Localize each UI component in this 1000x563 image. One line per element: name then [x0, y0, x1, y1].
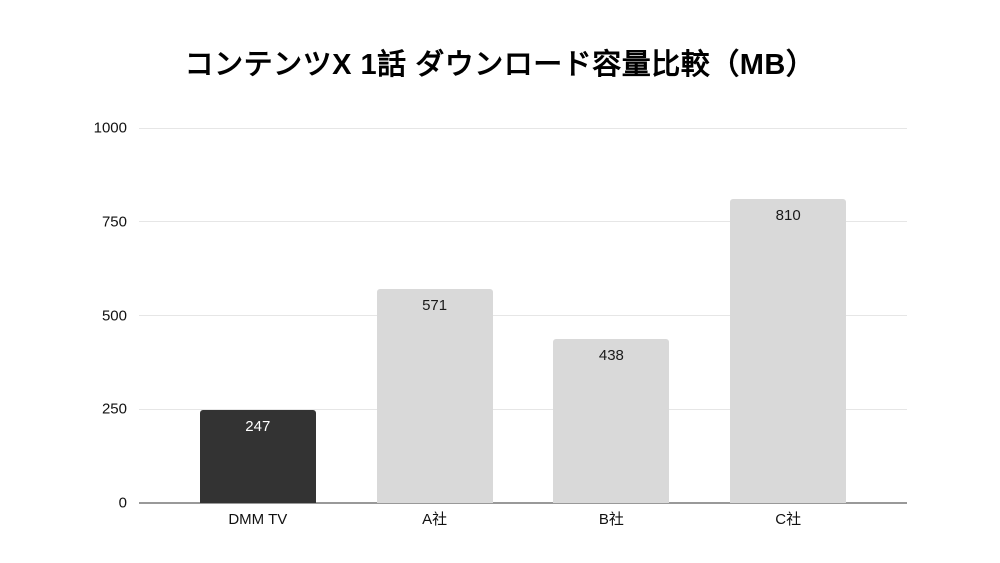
bar-c社: 810 [730, 199, 847, 503]
bar-dmm-tv: 247 [199, 410, 316, 503]
bar-b社: 438 [553, 338, 670, 503]
bar-value-label: 247 [245, 418, 271, 436]
gridline [139, 315, 907, 316]
x-axis-tick-label: DMM TV [228, 511, 288, 528]
y-axis-tick-label: 500 [101, 307, 127, 324]
y-axis-tick-label: 750 [101, 213, 127, 231]
bars-group: 247 571 438 810 [139, 128, 907, 503]
x-axis: DMM TV A社 B社 C社 [139, 511, 907, 529]
gridline [139, 408, 907, 410]
bar-value-label: 571 [422, 296, 448, 314]
chart-title: コンテンツX 1話 ダウンロード容量比較（MB） [184, 49, 816, 81]
plot-area: 247 571 438 810 [139, 127, 907, 504]
bar-a社: 571 [376, 288, 493, 503]
x-axis-baseline [139, 502, 907, 504]
bar-value-label: 438 [598, 346, 624, 364]
x-axis-tick-label: B社 [598, 511, 624, 528]
gridline [139, 221, 907, 223]
gridline [139, 127, 907, 129]
y-axis-tick-label: 250 [101, 400, 127, 418]
x-axis-tick-label: A社 [422, 511, 448, 528]
y-axis-tick-label: 1000 [93, 119, 127, 137]
y-axis-tick-label: 0 [118, 494, 127, 512]
bar-value-label: 810 [775, 207, 801, 225]
x-axis-tick-label: C社 [775, 511, 802, 528]
